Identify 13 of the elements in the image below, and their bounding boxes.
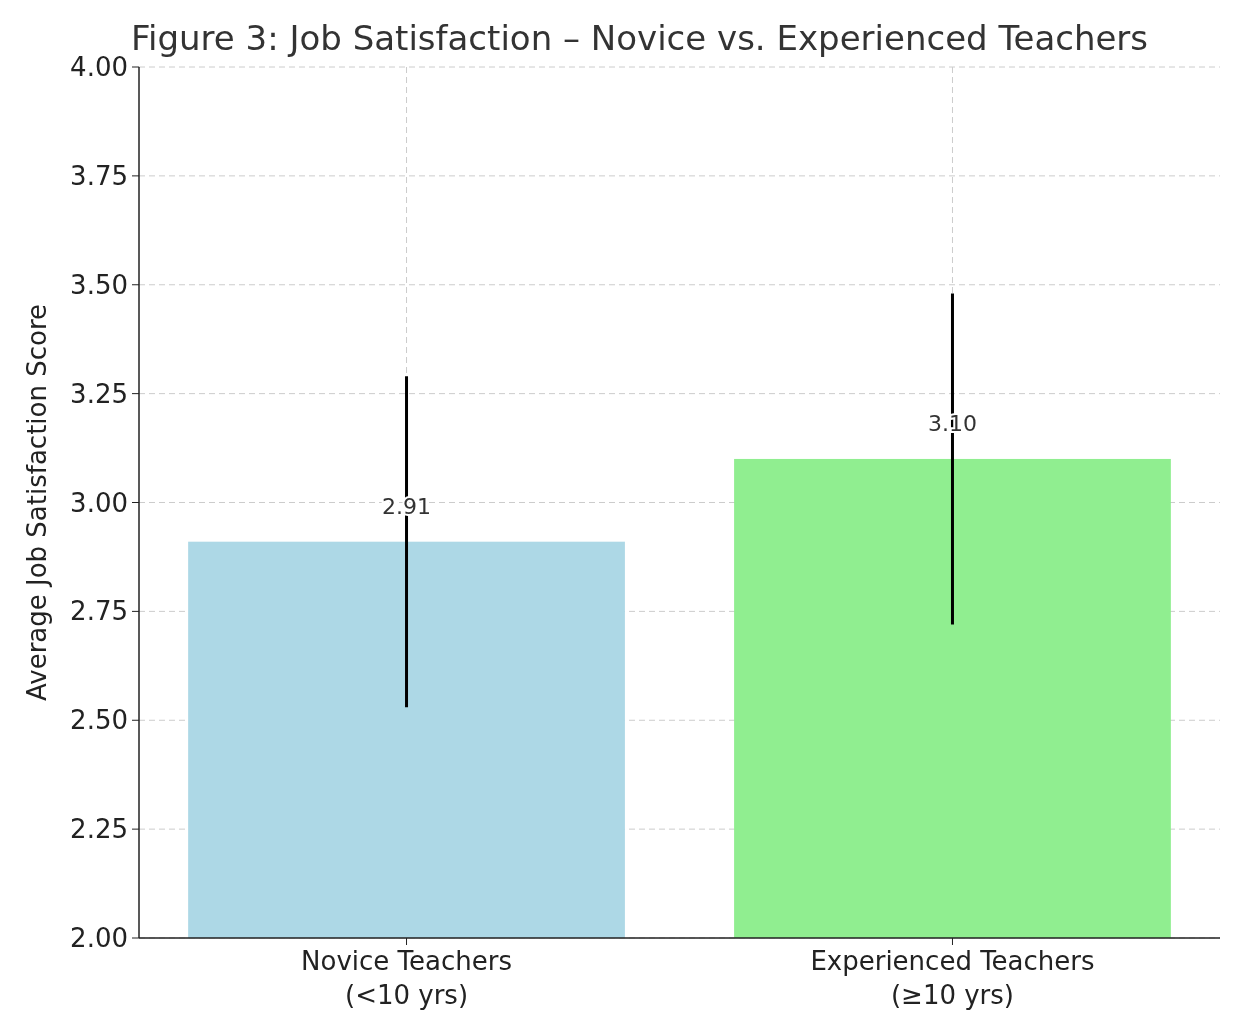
y-tick-label: 4.00 (70, 52, 128, 83)
x-tick-label: Experienced Teachers (≥10 yrs) (810, 946, 1095, 1010)
y-tick-label: 3.75 (70, 160, 128, 191)
y-tick-label: 2.50 (70, 705, 128, 736)
y-tick-label: 2.75 (70, 596, 128, 627)
x-tick-label: Novice Teachers (<10 yrs) (301, 946, 512, 1010)
y-tick-label: 2.25 (70, 814, 128, 845)
y-tick-label: 2.00 (70, 923, 128, 954)
y-axis-title: Average Job Satisfaction Score (22, 303, 52, 702)
chart-title: Figure 3: Job Satisfaction – Novice vs. Experienced Teachers (130, 18, 1149, 58)
y-tick-label: 3.00 (70, 487, 128, 518)
y-tick-label: 3.50 (70, 269, 128, 300)
y-tick-label: 3.25 (70, 378, 128, 409)
